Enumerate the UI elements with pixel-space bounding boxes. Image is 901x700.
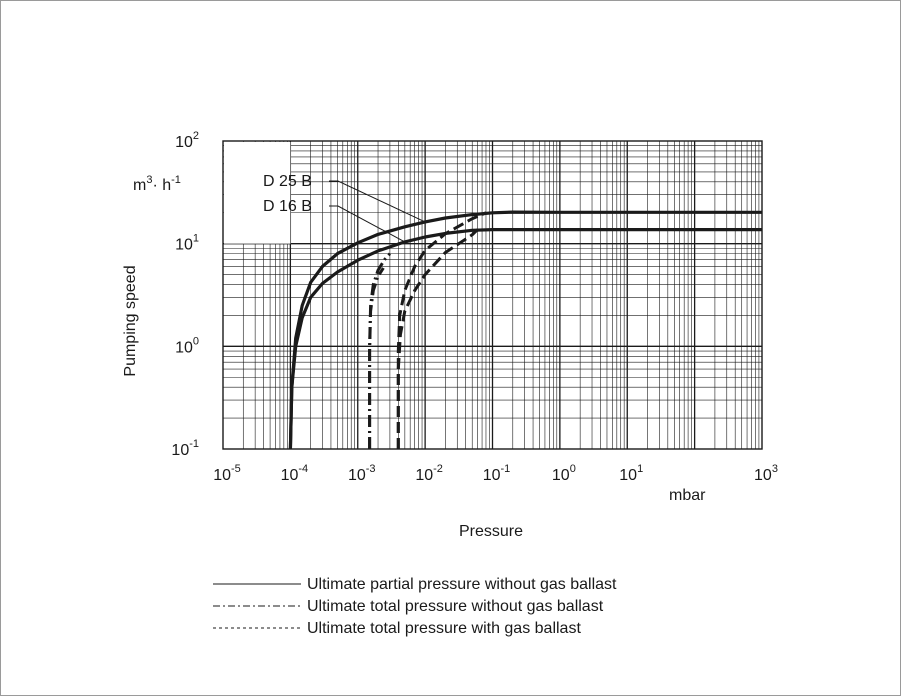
y-unit-m: m xyxy=(133,177,146,194)
x-tick-label: 10-3 xyxy=(348,463,376,484)
series-layer xyxy=(288,210,762,450)
y-tick-label: 102 xyxy=(175,130,199,151)
y-unit-label: m3· h-1 xyxy=(133,174,181,194)
series-line-solid-1 xyxy=(288,228,762,450)
x-unit-label: mbar xyxy=(669,487,706,504)
legend: Ultimate partial pressure without gas ba… xyxy=(213,576,617,637)
series-line-dashdot-2 xyxy=(368,252,392,449)
x-tick-label: 103 xyxy=(754,463,778,484)
y-tick-label: 10-1 xyxy=(171,438,199,459)
leader-d16b xyxy=(329,205,406,243)
series-line-dashdot-3 xyxy=(368,267,385,449)
y-tick-label: 100 xyxy=(175,335,199,356)
x-tick-label: 10-4 xyxy=(281,463,309,484)
curve-label-d25b: D 25 B xyxy=(263,173,312,190)
x-tick-label: 101 xyxy=(619,463,643,484)
y-axis-title: Pumping speed xyxy=(122,265,139,376)
y-tick-label: 101 xyxy=(175,233,199,254)
curve-label-box xyxy=(224,142,291,244)
curve-label-d16b: D 16 B xyxy=(263,198,312,215)
x-axis-title: Pressure xyxy=(459,523,523,540)
x-tick-label: 10-1 xyxy=(483,463,511,484)
y-tick-labels: 102 101 100 10-1 xyxy=(171,130,199,459)
y-unit-dot: · h xyxy=(152,177,171,194)
x-tick-label: 100 xyxy=(552,463,576,484)
series-line-solid-0 xyxy=(288,210,762,450)
x-tick-label: 10-2 xyxy=(415,463,443,484)
plot-frame xyxy=(222,140,763,450)
legend-label-dashdot: Ultimate total pressure without gas ball… xyxy=(307,598,604,615)
legend-label-dashed: Ultimate total pressure with gas ballast xyxy=(307,620,581,637)
series-line-dashed-5 xyxy=(396,228,479,449)
x-tick-labels: 10-5 10-4 10-3 10-2 10-1 100 101 103 xyxy=(213,463,778,484)
legend-label-solid: Ultimate partial pressure without gas ba… xyxy=(307,576,617,593)
series-line-dashed-4 xyxy=(396,211,487,449)
leader-d25b xyxy=(329,180,426,223)
x-tick-label: 10-5 xyxy=(213,463,241,484)
y-unit-m-exp: 3 xyxy=(146,174,152,186)
y-unit-h-exp: -1 xyxy=(171,174,181,186)
curve-label-leaders xyxy=(329,180,426,243)
